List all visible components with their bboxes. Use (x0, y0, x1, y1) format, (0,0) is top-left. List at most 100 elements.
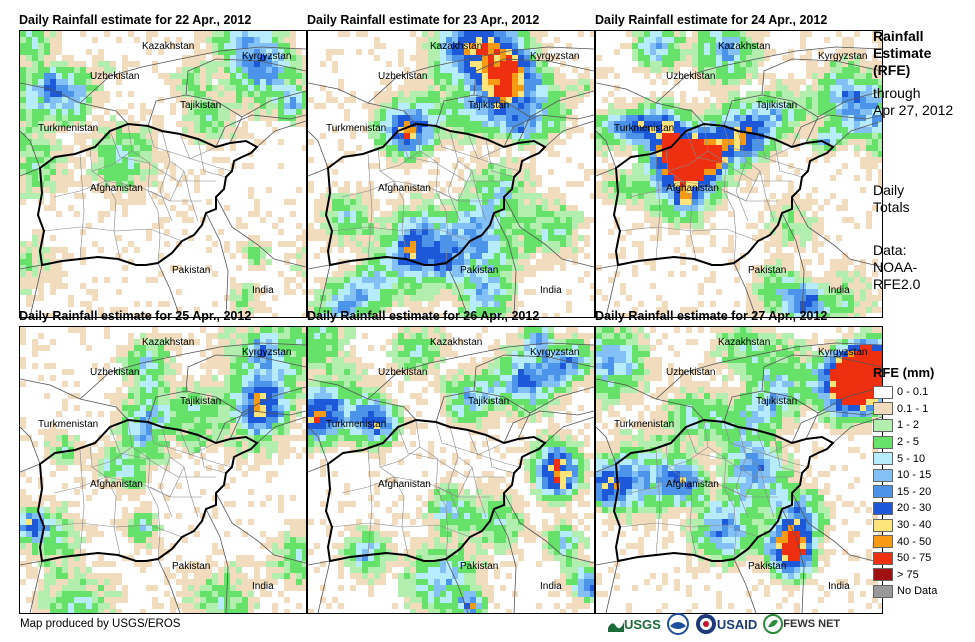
rainfall-cell (44, 133, 50, 139)
rainfall-cell (650, 187, 656, 193)
rainfall-cell (416, 307, 422, 313)
rainfall-cell (56, 211, 62, 217)
rainfall-cell (590, 217, 594, 223)
rainfall-cell (818, 313, 824, 317)
rainfall-cell (620, 289, 626, 295)
rainfall-cell (728, 259, 734, 265)
rainfall-cell (182, 109, 188, 115)
rainfall-cell (554, 85, 560, 91)
rainfall-cell (86, 49, 92, 55)
rainfall-cell (722, 187, 728, 193)
rainfall-cell (878, 67, 882, 73)
rainfall-cell (740, 103, 746, 109)
rainfall-cell (128, 145, 134, 151)
rainfall-cell (410, 235, 416, 241)
rainfall-cell (488, 301, 494, 307)
rainfall-cell (140, 115, 146, 121)
rainfall-cell (698, 55, 704, 61)
rainfall-cell (428, 277, 434, 283)
rainfall-cell (332, 229, 338, 235)
rainfall-cell (788, 181, 794, 187)
rainfall-cell (380, 283, 386, 289)
rainfall-cell (656, 169, 662, 175)
rainfall-cell (548, 127, 554, 133)
rainfall-cell (242, 73, 248, 79)
rainfall-cell (860, 295, 866, 301)
rainfall-cell (116, 163, 122, 169)
rainfall-cell (464, 79, 470, 85)
rainfall-cell (422, 277, 428, 283)
country-border (761, 58, 882, 96)
rainfall-cell (758, 43, 764, 49)
rainfall-cell (44, 115, 50, 121)
rainfall-cell (164, 333, 170, 339)
rainfall-cell (452, 199, 458, 205)
rainfall-cell (860, 67, 866, 73)
rainfall-cell (416, 301, 422, 307)
rainfall-cell (818, 73, 824, 79)
rainfall-cell (488, 97, 494, 103)
rainfall-cell (320, 193, 326, 199)
country-label-pakistan: Pakistan (460, 265, 498, 276)
rainfall-cell (698, 121, 704, 127)
province-boundary (367, 153, 373, 260)
rainfall-cell (770, 217, 776, 223)
rainfall-cell (224, 411, 230, 417)
rainfall-cell (656, 151, 662, 157)
rainfall-cell (140, 411, 146, 417)
rainfall-cell (218, 345, 224, 351)
country-border (229, 90, 306, 144)
rainfall-cell (818, 205, 824, 211)
rainfall-cell (860, 121, 866, 127)
rainfall-cell (734, 169, 740, 175)
rainfall-cell (230, 345, 236, 351)
rainfall-cell (698, 181, 704, 187)
rainfall-cell (512, 271, 518, 277)
rainfall-cell (668, 133, 674, 139)
rainfall-cell (224, 109, 230, 115)
rainfall-cell (764, 259, 770, 265)
rainfall-cell (434, 193, 440, 199)
rainfall-cell (326, 223, 332, 229)
rainfall-cell (548, 115, 554, 121)
rainfall-cell (80, 67, 86, 73)
rainfall-cell (20, 327, 26, 333)
country-border (473, 58, 594, 96)
rainfall-cell (68, 295, 74, 301)
rainfall-cell (188, 85, 194, 91)
rainfall-cell (722, 139, 728, 145)
rainfall-cell (74, 109, 80, 115)
rainfall-cell (494, 43, 500, 49)
rainfall-cell (398, 301, 404, 307)
rainfall-cell (758, 163, 764, 169)
rainfall-cell (422, 79, 428, 85)
rainfall-cell (638, 163, 644, 169)
rainfall-cell (26, 187, 32, 193)
rainfall-cell (800, 97, 806, 103)
rainfall-cell (152, 163, 158, 169)
rainfall-cell (602, 151, 608, 157)
rainfall-cell (452, 91, 458, 97)
rainfall-cell (488, 133, 494, 139)
rainfall-cell (200, 387, 206, 393)
rainfall-cell (530, 31, 536, 37)
rainfall-cell (56, 411, 62, 417)
rainfall-cell (518, 259, 524, 265)
rainfall-cell (536, 49, 542, 55)
rainfall-cell (686, 157, 692, 163)
rainfall-cell (26, 289, 32, 295)
rainfall-cell (560, 127, 566, 133)
rainfall-cell (26, 271, 32, 277)
rainfall-cell (680, 157, 686, 163)
rainfall-cell (374, 295, 380, 301)
rainfall-cell (386, 127, 392, 133)
rainfall-cell (212, 429, 218, 435)
rainfall-cell (236, 351, 242, 357)
rainfall-cell (692, 265, 698, 271)
rainfall-cell (740, 115, 746, 121)
rainfall-cell (20, 91, 26, 97)
rainfall-cell (560, 241, 566, 247)
rainfall-cell (392, 271, 398, 277)
rainfall-cell (392, 163, 398, 169)
rainfall-cell (272, 411, 278, 417)
